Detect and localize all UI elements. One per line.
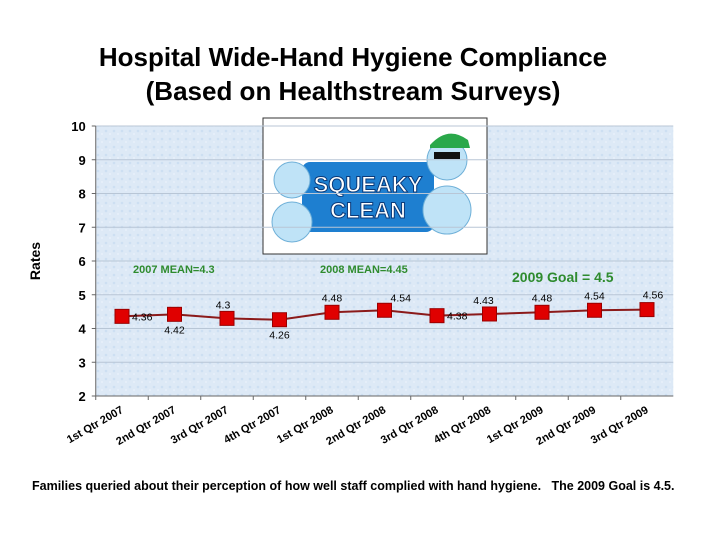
y-tick-label: 3 [79, 355, 86, 370]
marker [482, 306, 497, 322]
annotation: 2007 MEAN=4.3 [133, 264, 215, 276]
marker [324, 304, 340, 320]
footnote: Families queried about their perception … [32, 479, 675, 493]
chart-title: Hospital Wide-Hand Hygiene Compliance [99, 42, 607, 72]
value-label: 4.48 [322, 292, 343, 304]
marker [377, 302, 392, 318]
x-tick-label: 2nd Qtr 2008 [324, 404, 388, 448]
marker [639, 302, 655, 318]
marker [219, 310, 235, 326]
y-tick-label: 5 [79, 288, 86, 303]
marker [429, 308, 445, 324]
value-label: 4.43 [473, 295, 494, 307]
x-tick-label: 3rd Qtr 2008 [379, 404, 441, 446]
y-tick-label: 10 [71, 119, 85, 134]
value-label: 4.26 [269, 330, 290, 342]
value-label: 4.48 [532, 292, 553, 304]
clip-art: SQUEAKY CLEAN [262, 117, 488, 255]
value-label: 4.42 [164, 324, 185, 336]
x-tick-label: 2nd Qtr 2007 [114, 404, 178, 448]
y-axis-label: Rates [27, 242, 43, 280]
x-tick-label: 2nd Qtr 2009 [534, 404, 598, 448]
x-tick-label: 4th Qtr 2008 [432, 404, 493, 446]
y-tick-label: 7 [79, 220, 86, 235]
y-tick-label: 4 [79, 322, 87, 337]
y-tick-label: 6 [79, 254, 86, 269]
value-label: 4.56 [643, 290, 664, 302]
annotation: 2009 Goal = 4.5 [512, 269, 614, 285]
value-label: 4.36 [132, 311, 153, 323]
chart-subtitle: (Based on Healthstream Surveys) [146, 76, 561, 106]
value-label: 4.3 [216, 299, 231, 311]
value-label: 4.54 [584, 290, 605, 302]
y-tick-label: 2 [79, 389, 86, 404]
clip-art-text: CLEAN [330, 198, 406, 223]
y-tick-label: 9 [79, 153, 86, 168]
value-label: 4.54 [391, 292, 412, 304]
x-tick-label: 3rd Qtr 2009 [589, 404, 651, 446]
y-tick-label: 8 [79, 187, 86, 202]
annotation: 2008 MEAN=4.45 [320, 264, 408, 276]
x-tick-label: 4th Qtr 2007 [222, 404, 283, 446]
marker [587, 302, 602, 318]
value-label: 4.38 [447, 311, 468, 323]
marker [534, 304, 550, 320]
marker [272, 312, 287, 328]
x-tick-label: 3rd Qtr 2007 [169, 404, 231, 446]
marker [114, 308, 130, 324]
marker [167, 306, 182, 322]
